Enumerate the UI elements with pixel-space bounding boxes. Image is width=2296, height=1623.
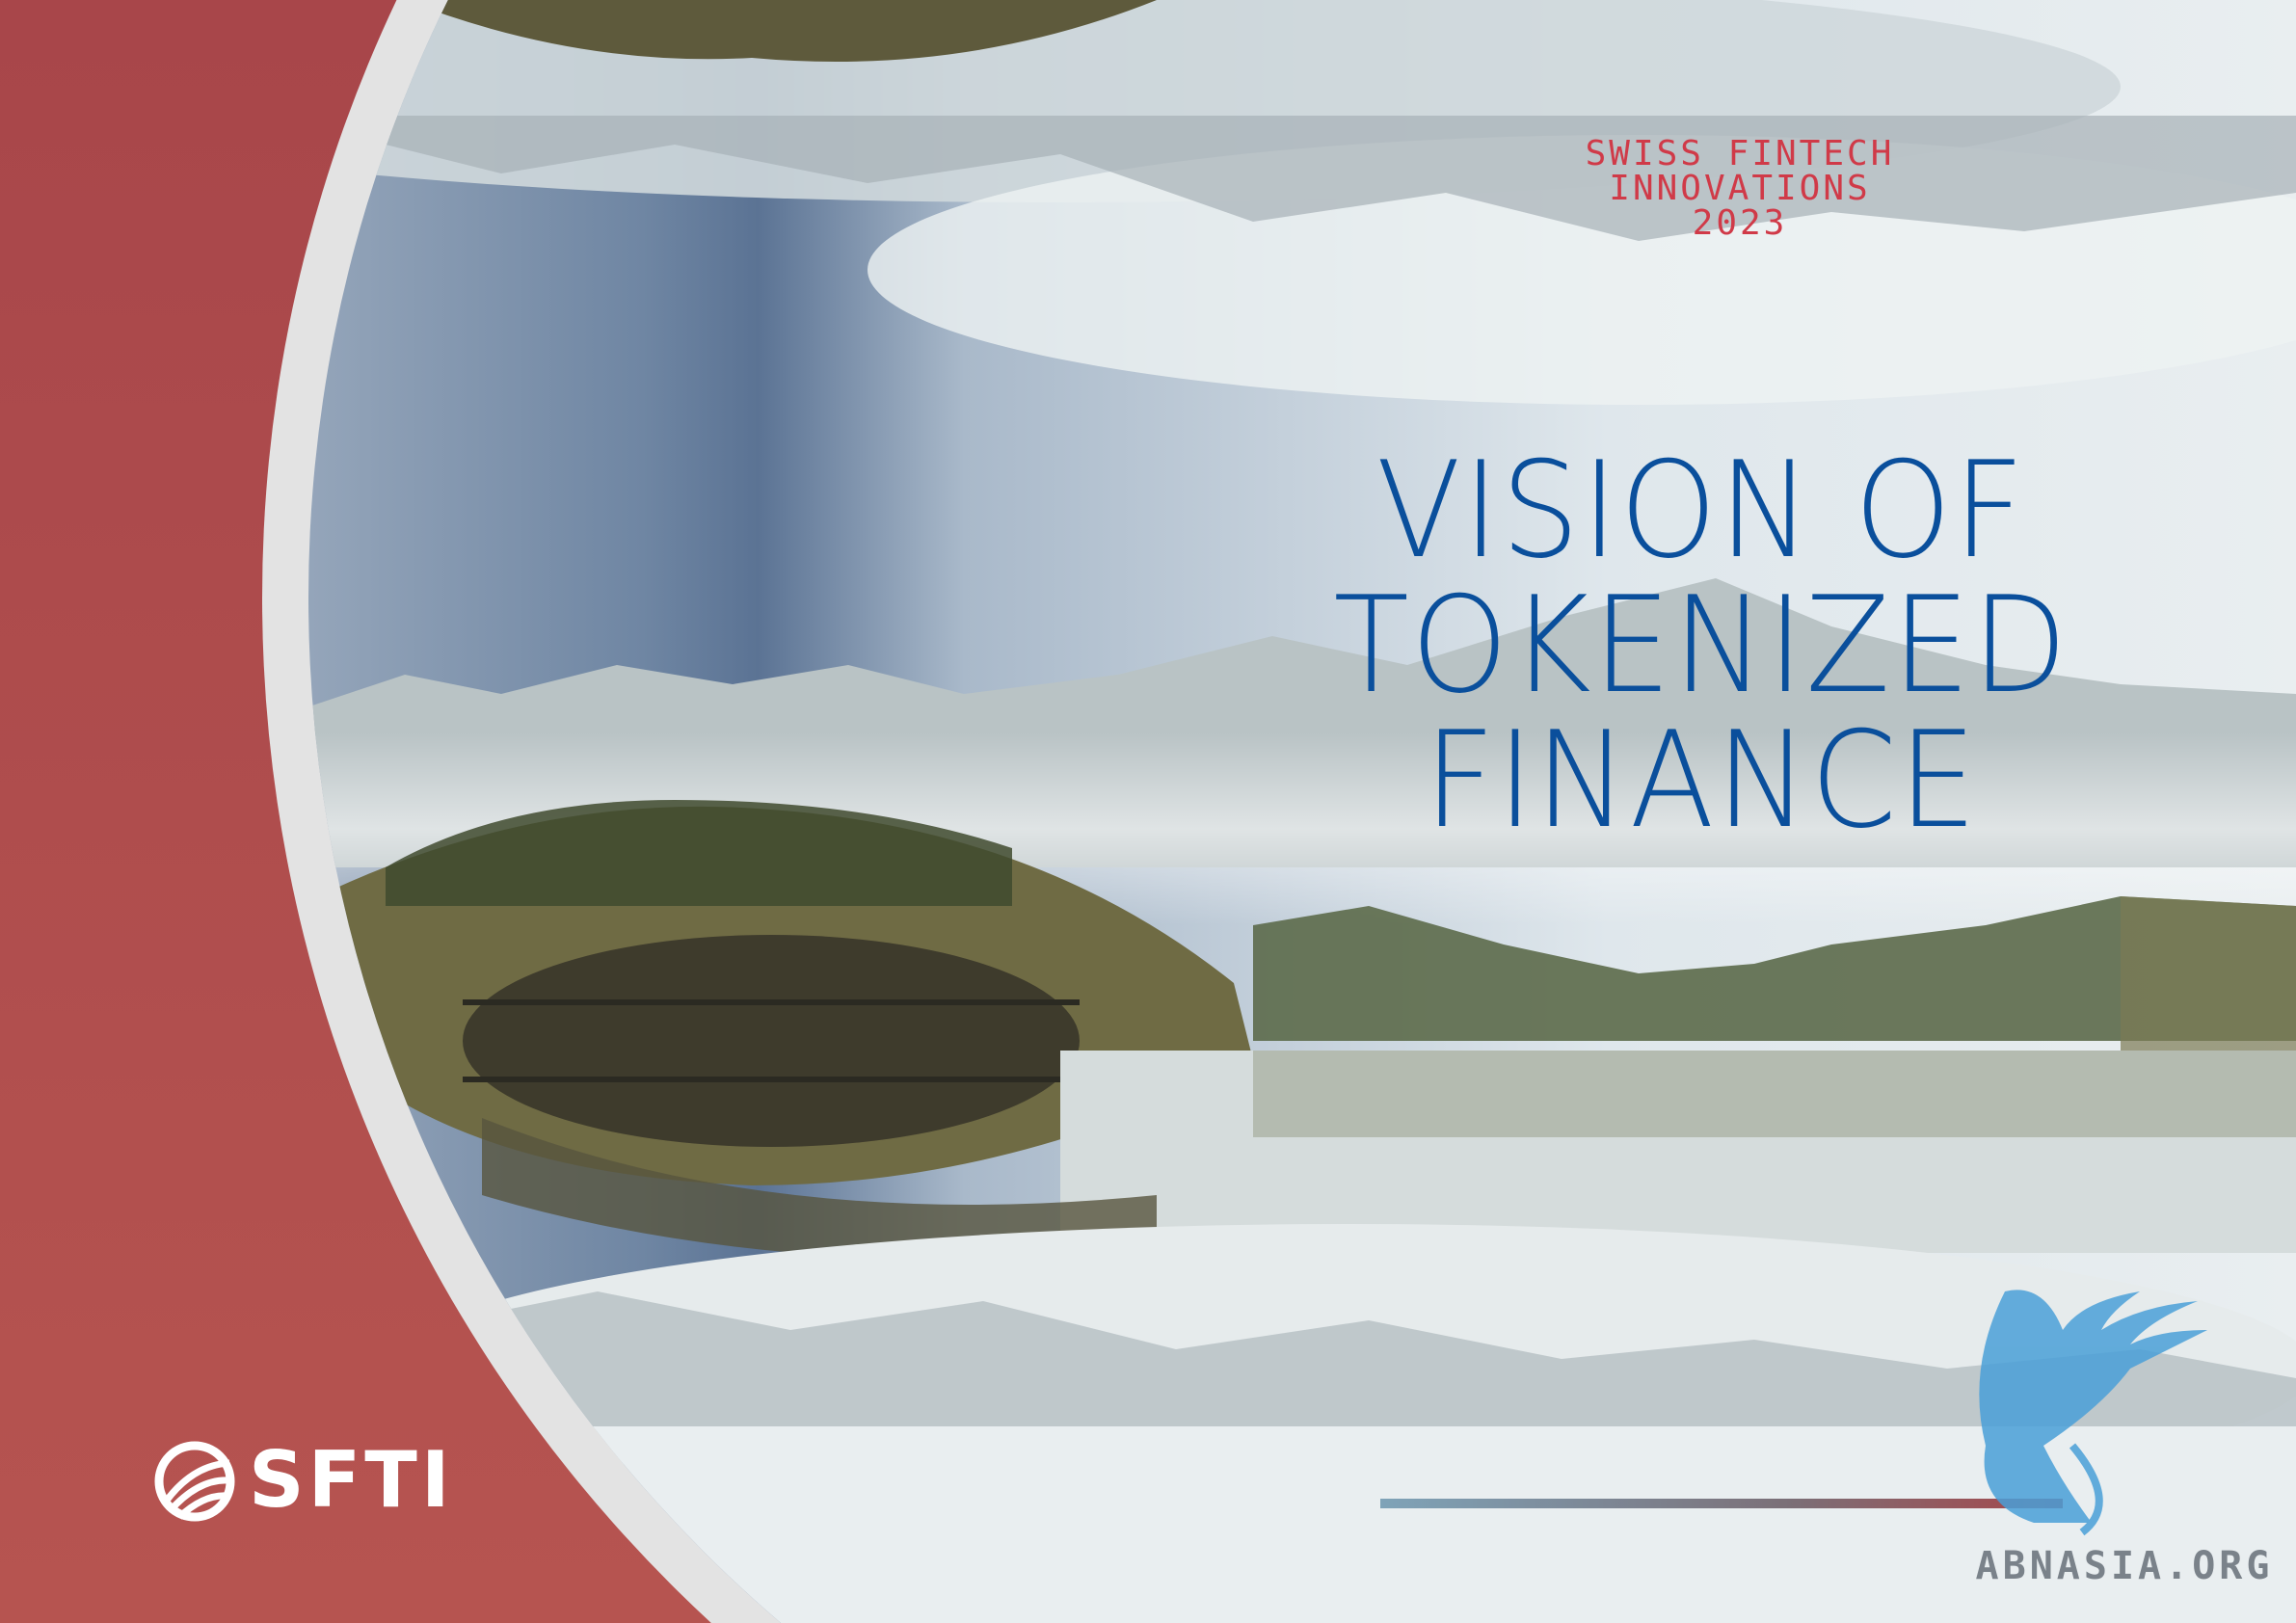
watermark-text: ABNASIA.ORG <box>1961 1544 2288 1588</box>
kicker-line: 2023 <box>1484 206 1995 241</box>
title-line: FINANCE <box>1248 713 2153 848</box>
title-line: VISION OF <box>1248 443 2153 578</box>
publisher-logo-text: SFTI <box>249 1435 454 1525</box>
kicker-line: INNOVATIONS <box>1484 172 1995 206</box>
title-line: TOKENIZED <box>1248 578 2153 713</box>
report-kicker: SWISS FINTECH INNOVATIONS 2023 <box>1484 137 1995 241</box>
publisher-logo: SFTI <box>156 1436 454 1523</box>
report-title: VISION OF TOKENIZED FINANCE <box>1248 443 2153 848</box>
kicker-line: SWISS FINTECH <box>1484 137 1995 172</box>
logo-mark-spacer <box>156 1441 233 1518</box>
